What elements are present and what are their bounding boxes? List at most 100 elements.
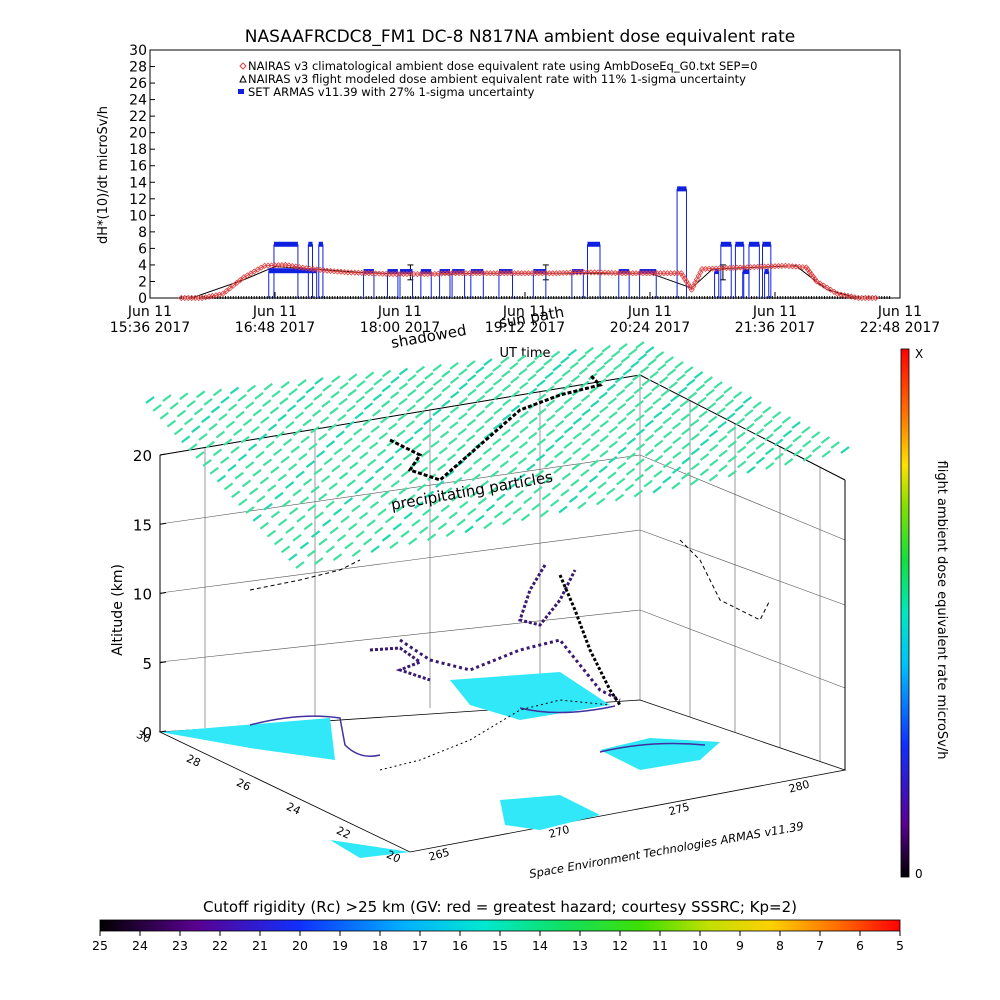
armas-segment: [762, 241, 771, 247]
particle-dash: [400, 530, 410, 538]
nairas-clim-point: [212, 292, 220, 299]
particle-dash: [262, 399, 272, 408]
particle-dash: [782, 429, 793, 438]
particle-dash: [626, 437, 637, 446]
particle-dash: [288, 388, 298, 396]
particle-dash: [662, 416, 672, 425]
particle-dash: [176, 409, 187, 418]
particle-dash: [537, 407, 547, 416]
nairas-clim-point: [692, 279, 699, 286]
particle-dash: [561, 369, 571, 378]
particle-dash: [577, 501, 587, 510]
particle-dash: [449, 405, 460, 414]
nairas-clim-point: [733, 264, 740, 271]
particle-dash: [699, 424, 709, 432]
particle-dash: [560, 488, 570, 497]
nairas-clim-point: [778, 262, 786, 269]
nairas-clim-point: [803, 264, 810, 271]
nairas-clim-point: [643, 270, 650, 277]
rc-tick-label: 17: [412, 938, 428, 953]
particle-dash: [249, 487, 259, 496]
nairas-clim-point: [539, 270, 546, 277]
particle-dash: [569, 361, 579, 370]
particle-dash: [302, 478, 313, 486]
nairas-clim-point: [205, 293, 213, 300]
particle-dash: [414, 410, 425, 419]
particle-dash: [304, 402, 314, 410]
particle-dash: [438, 446, 448, 455]
particle-dash: [718, 449, 728, 458]
particle-dash: [230, 445, 240, 454]
nairas-clim-point: [837, 291, 845, 298]
particle-dash: [441, 384, 451, 393]
particle-dash: [428, 456, 439, 465]
particle-dash: [732, 391, 743, 399]
particle-dash: [545, 428, 556, 437]
particle-dash: [695, 383, 706, 392]
longitude-axis: 265 270 275 280: [427, 778, 811, 864]
particle-dash: [269, 406, 280, 415]
particle-dash: [212, 388, 223, 397]
rc-tick-label: 23: [172, 938, 188, 953]
particle-dash: [492, 364, 502, 372]
x-tick-time: 21:36 2017: [735, 320, 815, 336]
nairas-clim-point: [341, 269, 348, 276]
particle-dash: [254, 392, 264, 400]
nairas-clim-point: [466, 270, 473, 277]
particle-dash: [479, 480, 490, 488]
particle-dash: [389, 541, 399, 550]
nairas-clim-point: [233, 279, 240, 286]
nairas-clim-point: [271, 262, 279, 269]
particle-dash: [260, 416, 270, 424]
particle-dash: [227, 403, 238, 412]
lon-tick-label: 275: [667, 800, 691, 818]
nairas-clim-point: [344, 269, 351, 276]
colorbar-gradient: [900, 348, 910, 878]
nairas-clim-point: [768, 263, 775, 270]
particle-dash: [325, 440, 336, 448]
particle-dash: [446, 453, 457, 462]
particle-dash: [527, 373, 537, 382]
ground-track-shadow: [249, 559, 361, 591]
nairas-clim-point: [414, 270, 421, 278]
nairas-clim-point: [417, 270, 424, 278]
particle-dash: [519, 395, 529, 404]
nairas-clim-point: [872, 294, 879, 302]
particle-dash: [274, 491, 284, 500]
particle-dash: [590, 399, 600, 408]
particle-dash: [545, 444, 555, 453]
particle-dash: [223, 438, 233, 447]
particle-dash: [727, 440, 737, 449]
particle-dash: [450, 390, 460, 399]
particle-dash: [314, 377, 324, 385]
particle-dash: [380, 490, 390, 499]
particle-dash: [534, 469, 545, 478]
particle-dash: [220, 395, 230, 404]
particle-dash: [659, 376, 669, 384]
particle-dash: [676, 373, 686, 382]
particle-dash: [318, 537, 328, 546]
particle-dash: [443, 487, 453, 495]
particle-dash: [389, 406, 399, 415]
particle-dash: [614, 493, 625, 502]
particle-dash: [553, 377, 563, 385]
particle-dash: [238, 498, 248, 507]
x-tick-day: Jun 11: [627, 304, 672, 320]
particle-dash: [440, 414, 451, 423]
particle-dash: [652, 397, 662, 406]
particle-dash: [288, 553, 298, 562]
particle-dash: [263, 382, 273, 391]
particle-dash: [580, 468, 590, 477]
nairas-clim-point: [292, 263, 299, 270]
particle-dash: [423, 417, 433, 426]
particle-dash: [404, 436, 414, 444]
particle-dash: [840, 446, 850, 454]
particle-dash: [392, 462, 403, 471]
particle-dash: [429, 515, 440, 524]
x-tick-time: 22:48 2017: [860, 320, 940, 336]
particle-dash: [339, 382, 349, 390]
particle-dash: [317, 493, 328, 501]
particle-dash: [451, 493, 461, 502]
particle-dash: [247, 443, 258, 452]
particle-dash: [281, 545, 291, 554]
